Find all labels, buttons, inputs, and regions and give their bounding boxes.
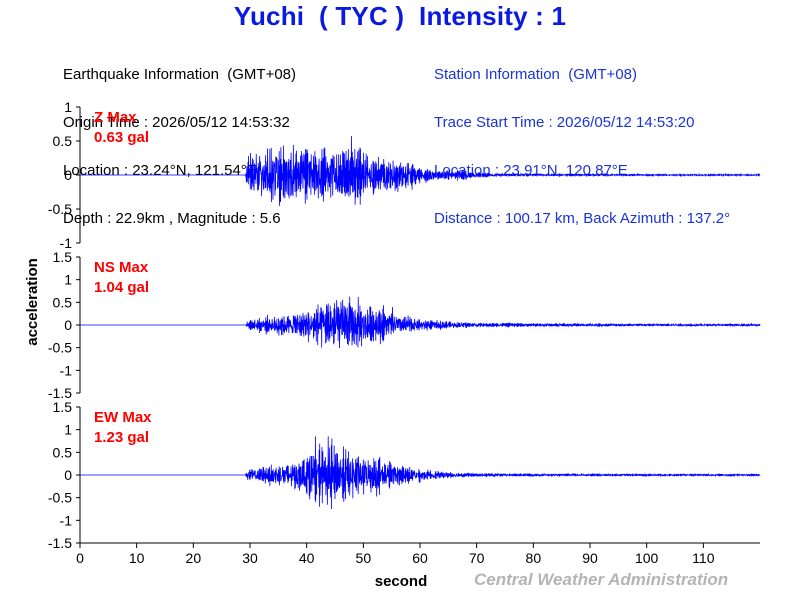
- y-tick-label: 0: [64, 167, 72, 183]
- x-tick-label: 40: [299, 550, 315, 566]
- origin-time: Origin Time : 2026/05/12 14:53:32: [63, 114, 290, 131]
- x-tick-label: 90: [582, 550, 598, 566]
- station-info-heading: Station Information (GMT+08): [434, 66, 637, 83]
- y-tick-label: 1.5: [53, 399, 73, 415]
- max-value-ew: 1.23 gal: [94, 429, 149, 446]
- y-axis-label: acceleration: [24, 258, 41, 346]
- trace-z: [80, 135, 761, 206]
- y-tick-label: 1.5: [53, 249, 73, 265]
- x-tick-label: 10: [129, 550, 145, 566]
- x-tick-label: 110: [692, 550, 715, 566]
- x-tick-label: 80: [526, 550, 542, 566]
- x-tick-label: 20: [186, 550, 202, 566]
- x-tick-label: 0: [76, 550, 84, 566]
- y-tick-label: -1: [60, 235, 73, 251]
- x-axis-label: second: [375, 573, 428, 590]
- y-tick-label: 1: [64, 422, 72, 438]
- y-tick-label: -1: [60, 512, 73, 528]
- distance-azimuth: Distance : 100.17 km, Back Azimuth : 137…: [434, 210, 731, 227]
- earthquake-info-heading: Earthquake Information (GMT+08): [63, 66, 297, 83]
- panel-z: 1 0.5 0 -0.5 -1 Z Max 0.63 gal: [48, 99, 761, 251]
- max-label-ew: EW Max: [94, 409, 152, 426]
- agency-credit: Central Weather Administration: [474, 570, 729, 589]
- earthquake-info: Earthquake Information (GMT+08) Origin T…: [63, 35, 296, 243]
- y-tick-label: 0: [64, 467, 72, 483]
- y-tick-label: -1.5: [48, 535, 72, 551]
- page-title: Yuchi ( TYC ) Intensity : 1: [233, 1, 567, 31]
- trace-start-time: Trace Start Time : 2026/05/12 14:53:20: [434, 114, 695, 131]
- trace-ew: [80, 436, 761, 509]
- depth-magnitude: Depth : 22.9km , Magnitude : 5.6: [63, 210, 281, 227]
- panel-ew: 1.5 1 0.5 0 -0.5 -1 -1.5 EW Max 1.23 gal: [48, 399, 761, 551]
- y-tick-label: -1.5: [48, 385, 72, 401]
- x-tick-label: 70: [469, 550, 485, 566]
- y-tick-label: 0: [64, 317, 72, 333]
- panel-ns: 1.5 1 0.5 0 -0.5 -1 -1.5 NS Max 1.04 gal: [48, 249, 761, 401]
- y-tick-label: 1: [64, 99, 72, 115]
- x-tick-label: 50: [356, 550, 372, 566]
- x-tick-label: 100: [635, 550, 659, 566]
- y-tick-label: 0.5: [53, 444, 73, 460]
- x-tick-label: 30: [242, 550, 258, 566]
- y-tick-label: 0.5: [53, 294, 73, 310]
- y-tick-label: -0.5: [48, 201, 72, 217]
- trace-ns: [80, 296, 761, 349]
- y-tick-label: 0.5: [53, 133, 73, 149]
- max-label-z: Z Max: [94, 109, 137, 126]
- x-tick-label: 60: [412, 550, 428, 566]
- max-value-z: 0.63 gal: [94, 129, 149, 146]
- max-value-ns: 1.04 gal: [94, 279, 149, 296]
- y-tick-label: -1: [60, 362, 73, 378]
- y-tick-label: -0.5: [48, 490, 72, 506]
- y-tick-label: -0.5: [48, 340, 72, 356]
- max-label-ns: NS Max: [94, 259, 149, 276]
- y-tick-label: 1: [64, 272, 72, 288]
